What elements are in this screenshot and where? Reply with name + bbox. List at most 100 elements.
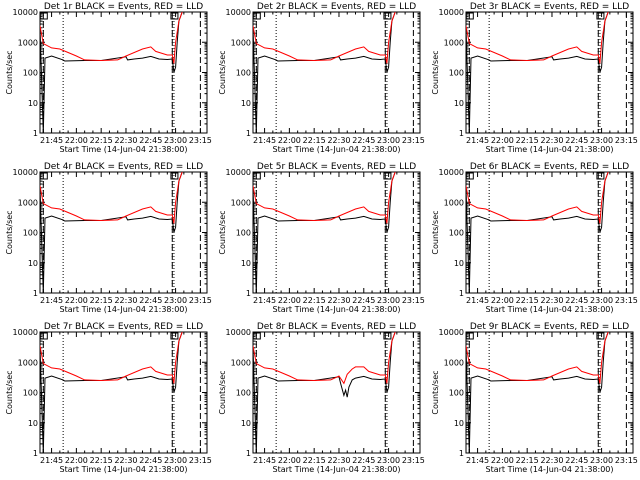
y-tick-label: 100 xyxy=(23,69,38,78)
chart-panel-3: Det 3r BLACK = Events, RED = LLD 1 10 100 10… xyxy=(431,2,638,154)
box-marker xyxy=(39,12,48,20)
x-tick-label: 22:00 xyxy=(491,456,514,465)
y-tick-label: 1000 xyxy=(18,358,38,367)
x-tick-label: 23:00 xyxy=(377,136,400,145)
y-axis-label: Counts/sec xyxy=(5,370,14,414)
x-tick-label: 21:45 xyxy=(466,296,489,305)
x-axis-label: Start Time (14-Jun-04 21:38:00) xyxy=(60,145,188,154)
y-tick-label: 10000 xyxy=(226,328,251,337)
x-tick-label: 22:30 xyxy=(114,456,137,465)
x-tick-label: 23:00 xyxy=(164,136,187,145)
series-line-lld xyxy=(253,12,396,64)
y-tick-label: 1000 xyxy=(444,38,464,47)
chart-title: Det 4r BLACK = Events, RED = LLD xyxy=(44,162,203,172)
x-tick-label: 23:00 xyxy=(377,296,400,305)
x-tick-label: 23:15 xyxy=(615,296,638,305)
series-line-events xyxy=(253,12,396,133)
x-tick-label: 23:15 xyxy=(189,456,212,465)
x-tick-label: 22:30 xyxy=(327,296,350,305)
box-marker xyxy=(596,12,605,20)
x-tick-label: 22:15 xyxy=(90,136,113,145)
chart-title: Det 5r BLACK = Events, RED = LLD xyxy=(257,162,416,172)
x-axis-label: Start Time (14-Jun-04 21:38:00) xyxy=(486,305,614,314)
x-tick-label: 21:45 xyxy=(40,136,63,145)
y-tick-label: 10000 xyxy=(439,8,464,17)
x-tick-label: 22:15 xyxy=(303,296,326,305)
x-tick-label: 23:00 xyxy=(590,296,613,305)
y-tick-label: 1000 xyxy=(231,358,251,367)
x-axis-label: Start Time (14-Jun-04 21:38:00) xyxy=(60,305,188,314)
y-tick-label: 100 xyxy=(449,69,464,78)
plot-frame xyxy=(39,11,208,134)
x-tick-label: 22:15 xyxy=(90,456,113,465)
x-tick-label: 22:15 xyxy=(516,456,539,465)
x-tick-label: 23:15 xyxy=(615,136,638,145)
x-tick-label: 21:45 xyxy=(253,456,276,465)
y-tick-label: 1 xyxy=(246,449,251,458)
series-line-lld xyxy=(40,332,183,384)
x-axis-label: Start Time (14-Jun-04 21:38:00) xyxy=(273,465,401,474)
box-marker xyxy=(465,332,474,340)
series-line-lld xyxy=(466,12,609,64)
series-line-events xyxy=(466,332,609,453)
x-tick-label: 21:45 xyxy=(40,456,63,465)
chart-title: Det 2r BLACK = Events, RED = LLD xyxy=(257,2,416,12)
x-tick-label: 22:00 xyxy=(278,456,301,465)
x-tick-label: 22:45 xyxy=(565,456,588,465)
x-axis-label: Start Time (14-Jun-04 21:38:00) xyxy=(486,145,614,154)
y-axis-label: Counts/sec xyxy=(5,50,14,94)
y-tick-label: 10 xyxy=(454,419,464,428)
box-marker xyxy=(383,12,392,20)
box-marker xyxy=(252,12,261,20)
chart-panel-2: Det 2r BLACK = Events, RED = LLD 1 10 100 10… xyxy=(218,2,425,154)
series-line-lld xyxy=(40,12,183,64)
x-tick-label: 23:00 xyxy=(377,456,400,465)
x-tick-label: 21:45 xyxy=(466,456,489,465)
y-tick-label: 1 xyxy=(459,449,464,458)
series-line-lld xyxy=(466,332,609,384)
x-tick-label: 22:00 xyxy=(278,136,301,145)
x-tick-label: 23:15 xyxy=(189,296,212,305)
y-tick-label: 10 xyxy=(454,99,464,108)
y-axis-label: Counts/sec xyxy=(431,50,440,94)
plot-frame xyxy=(252,11,421,134)
y-tick-label: 100 xyxy=(449,229,464,238)
x-axis-label: Start Time (14-Jun-04 21:38:00) xyxy=(486,465,614,474)
y-tick-label: 10 xyxy=(28,99,38,108)
x-tick-label: 22:30 xyxy=(327,136,350,145)
x-tick-label: 22:30 xyxy=(540,456,563,465)
y-tick-label: 1000 xyxy=(18,38,38,47)
y-tick-label: 10000 xyxy=(226,168,251,177)
y-tick-label: 100 xyxy=(236,229,251,238)
plot-frame xyxy=(465,331,634,454)
x-tick-label: 22:30 xyxy=(114,136,137,145)
x-tick-label: 21:45 xyxy=(466,136,489,145)
x-tick-label: 23:15 xyxy=(402,296,425,305)
x-axis-label: Start Time (14-Jun-04 21:38:00) xyxy=(273,305,401,314)
x-tick-label: 22:30 xyxy=(327,456,350,465)
box-marker xyxy=(252,332,261,340)
chart-title: Det 7r BLACK = Events, RED = LLD xyxy=(44,322,203,332)
box-marker xyxy=(39,172,48,180)
x-tick-label: 22:45 xyxy=(139,456,162,465)
x-tick-label: 22:45 xyxy=(352,296,375,305)
series-line-events xyxy=(40,12,183,133)
series-line-lld xyxy=(40,172,183,224)
x-tick-label: 22:30 xyxy=(540,136,563,145)
x-tick-label: 22:00 xyxy=(65,456,88,465)
y-tick-label: 100 xyxy=(23,229,38,238)
x-axis-label: Start Time (14-Jun-04 21:38:00) xyxy=(273,145,401,154)
y-axis-label: Counts/sec xyxy=(431,210,440,254)
box-marker xyxy=(383,172,392,180)
x-tick-label: 23:15 xyxy=(615,456,638,465)
x-tick-label: 22:00 xyxy=(491,136,514,145)
y-tick-label: 1000 xyxy=(444,358,464,367)
y-tick-label: 10 xyxy=(241,419,251,428)
plot-frame xyxy=(465,171,634,294)
y-axis-label: Counts/sec xyxy=(218,370,227,414)
y-tick-label: 10000 xyxy=(13,168,38,177)
series-line-events xyxy=(40,332,183,453)
y-tick-label: 100 xyxy=(23,389,38,398)
chart-panel-8: Det 8r BLACK = Events, RED = LLD 1 10 100 10… xyxy=(218,322,425,474)
